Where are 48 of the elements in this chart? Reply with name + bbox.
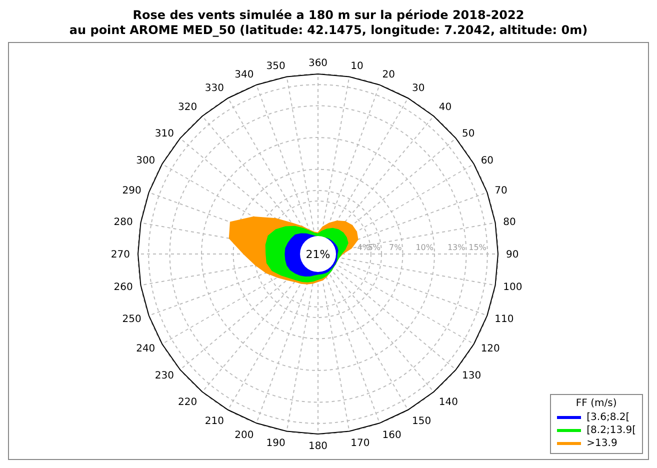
chart-subtitle: au point AROME MED_50 (latitude: 42.1475, longitude: 7.2042, altitude: 0m) (68, 23, 589, 38)
y-tick-label: 4% (357, 243, 370, 252)
spoke-label: 70 (494, 185, 508, 196)
spoke-label: 160 (382, 430, 402, 441)
legend-title: FF (m/s) (574, 398, 618, 409)
spoke-label: 130 (462, 370, 482, 382)
spoke-label: 20 (382, 69, 396, 80)
spoke-label: 40 (438, 102, 452, 113)
spoke-label: 220 (178, 397, 198, 408)
spoke-label: 180 (308, 441, 328, 452)
spoke-label: 140 (438, 397, 458, 408)
y-tick-label: 15% (468, 243, 487, 252)
spoke-label: 90 (506, 250, 519, 261)
spoke-label: 260 (114, 282, 133, 294)
spoke-label: 270 (110, 250, 130, 261)
spoke-label: 10 (350, 60, 364, 72)
spoke-label: 340 (234, 69, 254, 80)
spoke-label: 240 (136, 344, 156, 355)
spoke-label: 120 (480, 344, 500, 355)
spoke-label: 300 (136, 156, 156, 167)
spoke-label: 310 (154, 128, 174, 140)
spoke-label: 110 (494, 314, 514, 325)
legend-label: >13.9 (586, 437, 618, 450)
spoke-label: 290 (122, 185, 142, 196)
y-tick-label: 10% (416, 243, 434, 252)
spoke-label: 280 (114, 216, 133, 228)
spoke-label: 250 (122, 314, 142, 325)
spoke-label: 230 (154, 370, 174, 382)
spoke-label: 320 (178, 102, 198, 113)
legend-label: [8.2;13.9[ (586, 424, 636, 437)
legend-label: [3.6;8.2[ (586, 411, 630, 424)
y-tick-label: 13% (447, 243, 466, 252)
spoke-label: 330 (204, 83, 224, 94)
spoke-label: 60 (480, 156, 494, 167)
spoke-label: 80 (503, 216, 516, 228)
spoke-label: 170 (350, 438, 370, 450)
spoke-label: 30 (412, 83, 425, 94)
spoke-label: 150 (412, 416, 432, 427)
spoke-label: 200 (234, 430, 254, 441)
spoke-label: 50 (462, 128, 475, 140)
y-tick-label: 5% (368, 243, 381, 252)
chart-title: Rose des vents simulée a 180 m sur la période 2018-2022 (132, 8, 526, 23)
spoke-label: 190 (266, 438, 286, 450)
spoke-label: 100 (503, 282, 522, 294)
y-tick-label: 7% (389, 243, 402, 252)
spoke-label: 210 (204, 416, 224, 427)
spoke-label: 360 (308, 58, 328, 69)
spoke-label: 350 (266, 60, 286, 72)
